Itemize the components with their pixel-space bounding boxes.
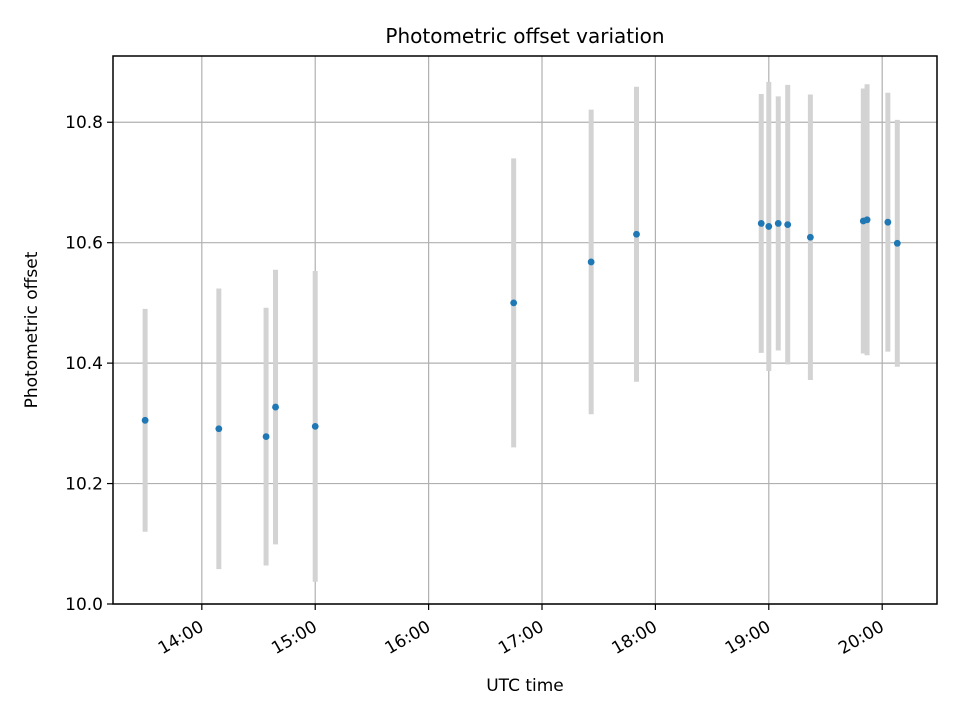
data-point xyxy=(806,233,814,241)
x-axis: 14:00 15:00 16:00 17:00 18:00 19:00 20:00 xyxy=(155,604,888,659)
x-tick-label: 15:00 xyxy=(268,617,320,659)
data-point xyxy=(884,218,892,226)
data-point xyxy=(215,425,223,433)
x-tick-label: 16:00 xyxy=(382,617,434,659)
y-axis-title: Photometric offset xyxy=(22,251,42,408)
y-tick-label: 10.8 xyxy=(65,113,103,133)
data-points xyxy=(141,216,901,440)
x-tick: 20:00 xyxy=(835,604,888,659)
y-tick: 10.2 xyxy=(65,475,113,495)
x-tick: 17:00 xyxy=(495,604,548,659)
data-point xyxy=(262,433,270,440)
y-tick: 10.8 xyxy=(65,113,113,133)
data-point xyxy=(272,403,279,411)
x-tick-label: 18:00 xyxy=(608,617,660,659)
y-tick-label: 10.0 xyxy=(65,595,103,615)
y-axis: 10.0 10.2 10.4 10.6 10.8 xyxy=(65,113,113,615)
data-point xyxy=(510,299,518,307)
grid xyxy=(113,56,937,605)
data-point xyxy=(141,416,149,424)
y-tick: 10.0 xyxy=(65,595,113,615)
y-tick: 10.6 xyxy=(65,234,113,254)
error-bars xyxy=(142,81,900,582)
data-point xyxy=(774,220,782,227)
data-point xyxy=(587,258,595,266)
data-point xyxy=(311,422,319,430)
x-tick: 14:00 xyxy=(155,604,207,659)
data-point xyxy=(784,221,792,229)
x-tick-label: 20:00 xyxy=(835,617,887,659)
x-tick: 18:00 xyxy=(608,604,661,659)
y-tick-label: 10.4 xyxy=(65,354,103,374)
x-axis-title: UTC time xyxy=(486,676,564,696)
y-tick-label: 10.2 xyxy=(65,475,103,495)
data-point xyxy=(757,220,765,227)
chart-title: Photometric offset variation xyxy=(385,24,664,48)
y-tick: 10.4 xyxy=(65,354,113,374)
data-point xyxy=(863,216,871,224)
data-point xyxy=(633,230,640,238)
x-tick-label: 19:00 xyxy=(722,617,774,659)
data-point xyxy=(893,239,901,247)
x-tick: 15:00 xyxy=(268,604,321,659)
x-tick: 19:00 xyxy=(722,604,774,659)
y-tick-label: 10.6 xyxy=(65,234,103,254)
x-tick: 16:00 xyxy=(382,604,434,659)
plot-frame xyxy=(112,55,938,605)
x-tick-label: 14:00 xyxy=(155,617,207,659)
x-tick-label: 17:00 xyxy=(495,617,547,659)
data-point xyxy=(765,223,773,230)
